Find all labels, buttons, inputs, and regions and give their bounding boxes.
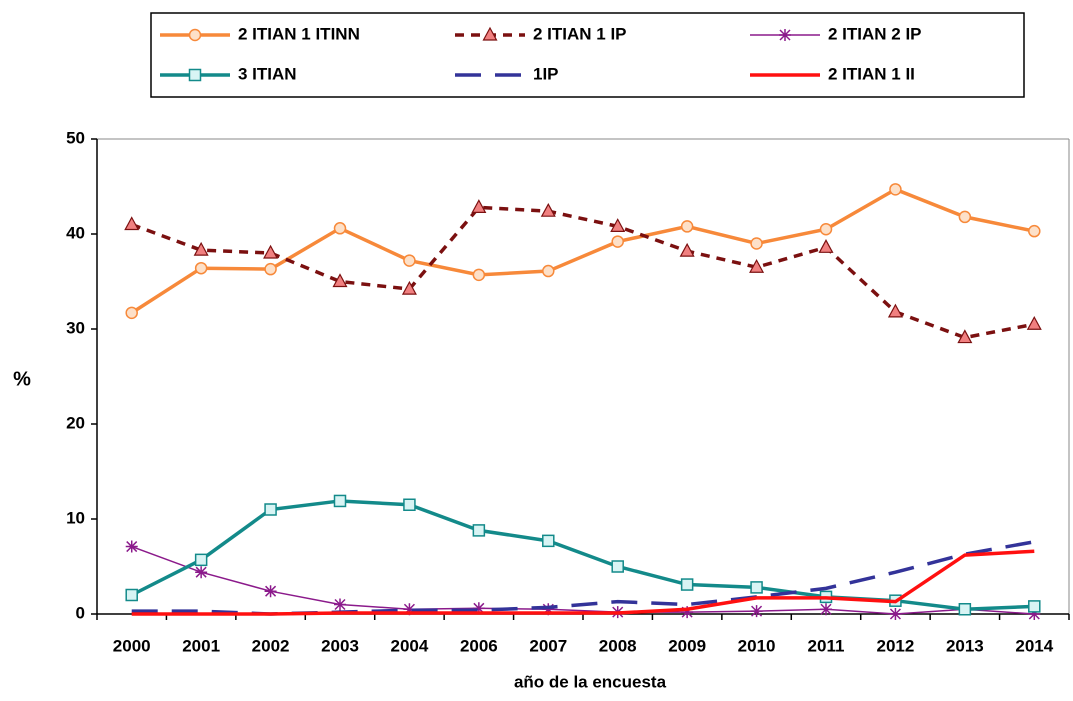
series-line (131, 205, 1035, 340)
data-point (610, 218, 626, 232)
data-point (680, 220, 694, 233)
data-point (540, 202, 556, 217)
x-tick-label: 2002 (252, 636, 290, 655)
data-point (125, 588, 138, 602)
series-line (131, 540, 1035, 616)
data-point (750, 237, 763, 250)
data-point (333, 494, 347, 508)
data-point (611, 560, 624, 573)
y-tick-label: 50 (66, 128, 85, 147)
legend-label: 3 ITIAN (238, 64, 297, 83)
data-point (750, 581, 763, 594)
data-point (264, 585, 277, 598)
legend-marker (188, 28, 202, 42)
x-tick-label: 2000 (113, 636, 151, 655)
y-tick-label: 10 (66, 508, 85, 527)
data-point (193, 241, 209, 256)
y-tick-label: 30 (66, 318, 85, 337)
data-point (263, 244, 279, 259)
x-tick-label: 2006 (460, 636, 498, 655)
data-point (264, 503, 277, 516)
data-point (958, 603, 972, 616)
data-point (542, 603, 555, 616)
x-tick-label: 2010 (738, 636, 776, 655)
data-point (542, 264, 555, 278)
y-tick-label: 0 (76, 603, 85, 622)
data-point (958, 210, 972, 224)
data-point (681, 606, 694, 619)
x-tick-label: 2008 (599, 636, 637, 655)
data-point (680, 578, 694, 591)
data-point (264, 262, 277, 276)
series-line (130, 499, 1035, 612)
x-tick-label: 2014 (1015, 636, 1053, 655)
data-point (472, 524, 486, 537)
data-point (472, 602, 485, 615)
y-axis-label: % (13, 368, 31, 390)
data-point (750, 605, 763, 618)
data-point (818, 239, 834, 253)
data-point (887, 303, 903, 318)
data-point (957, 329, 973, 344)
data-point (401, 280, 417, 295)
legend-marker (779, 29, 791, 41)
legend-marker (482, 26, 498, 41)
data-point (125, 540, 138, 553)
data-point (194, 553, 208, 567)
data-point (820, 603, 832, 616)
legend-box (150, 12, 1025, 98)
data-point (889, 608, 902, 620)
legend-label: 2 ITIAN 1 II (828, 64, 915, 83)
data-point (1028, 224, 1041, 238)
data-point (125, 306, 138, 320)
data-point (611, 235, 624, 248)
x-tick-label: 2011 (808, 636, 845, 655)
x-tick-label: 2013 (946, 636, 984, 655)
data-point (819, 223, 833, 236)
legend-label: 2 ITIAN 2 IP (828, 24, 922, 43)
data-point (332, 273, 348, 288)
data-point (1026, 315, 1042, 330)
x-tick-label: 2003 (321, 636, 359, 655)
x-tick-label: 2001 (182, 636, 220, 655)
data-point (194, 261, 208, 275)
data-point (1028, 608, 1041, 620)
data-point (195, 566, 208, 579)
data-point (124, 216, 140, 231)
series-line (131, 545, 1035, 615)
series-line (131, 549, 1035, 616)
data-point (403, 254, 416, 267)
data-point (889, 183, 902, 196)
data-point (334, 598, 346, 611)
data-point (403, 498, 416, 511)
data-point (333, 222, 347, 235)
x-tick-label: 2009 (668, 636, 706, 655)
legend-label: 2 ITIAN 1 ITINN (238, 24, 360, 43)
legend-label: 2 ITIAN 1 IP (533, 24, 627, 43)
legend-marker (188, 68, 202, 82)
data-point (472, 268, 486, 282)
data-point (679, 242, 695, 257)
x-tick-label: 2012 (877, 636, 915, 655)
x-axis-label: año de la encuesta (514, 672, 667, 691)
series-line (130, 187, 1035, 315)
x-tick-label: 2007 (529, 636, 567, 655)
data-point (471, 199, 487, 213)
legend-label: 1IP (533, 64, 559, 83)
y-tick-label: 20 (66, 413, 85, 432)
y-tick-label: 40 (66, 223, 85, 242)
data-point (1028, 600, 1041, 613)
data-point (542, 534, 555, 548)
x-tick-label: 2004 (391, 636, 429, 655)
data-point (749, 258, 765, 273)
data-point (403, 603, 416, 616)
